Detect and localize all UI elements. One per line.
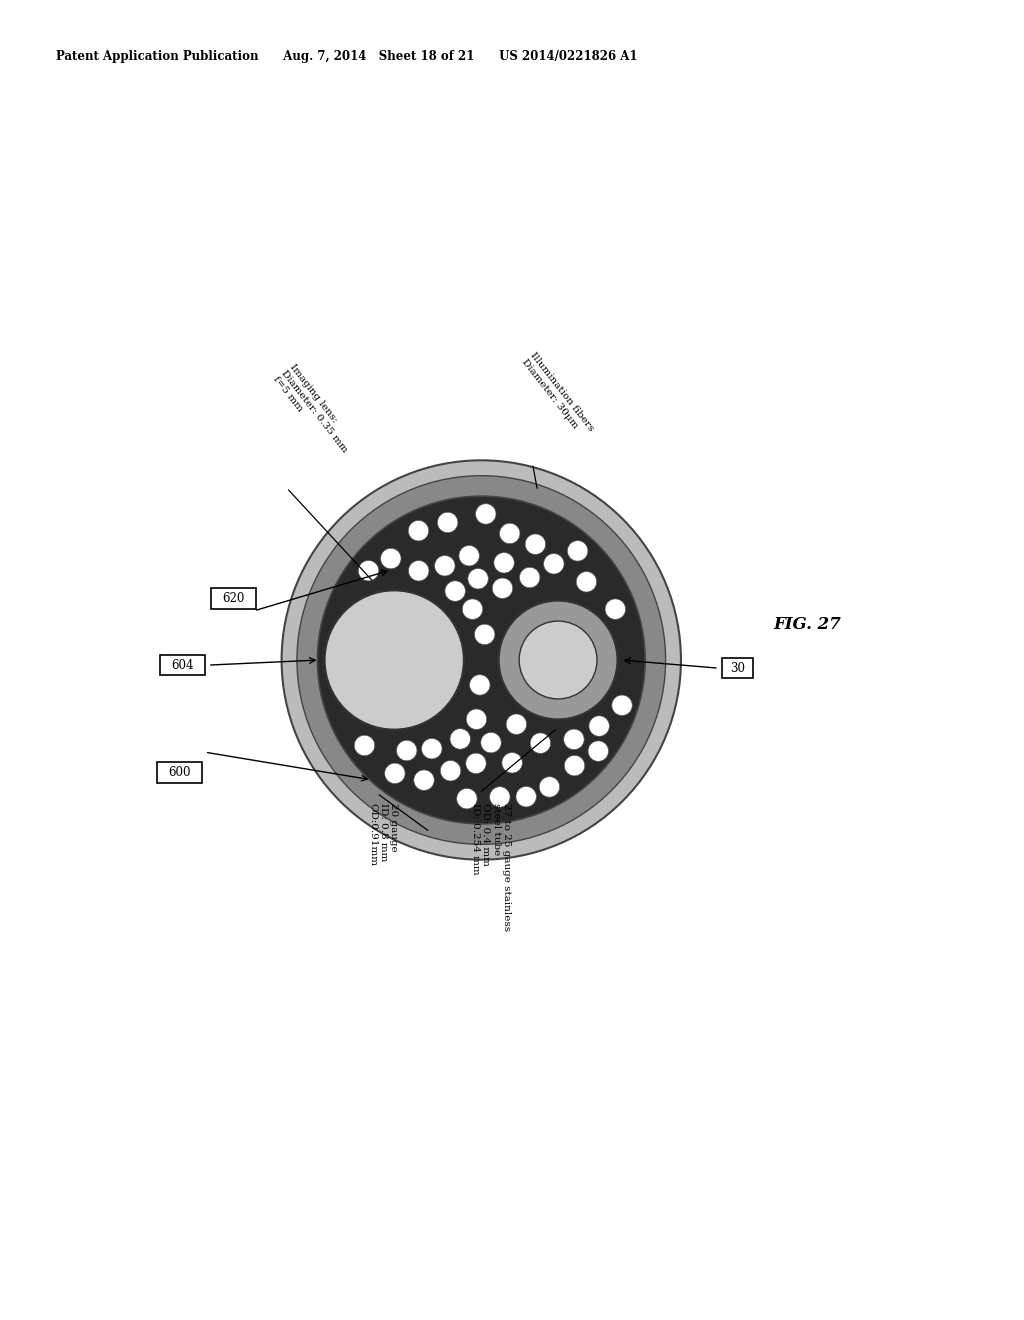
Circle shape <box>564 755 585 776</box>
Circle shape <box>493 578 513 598</box>
Circle shape <box>409 561 429 581</box>
Text: 30: 30 <box>730 661 744 675</box>
Circle shape <box>589 715 609 737</box>
Circle shape <box>502 752 522 774</box>
Circle shape <box>466 754 486 774</box>
Circle shape <box>605 599 626 619</box>
Circle shape <box>500 523 520 544</box>
Text: 620: 620 <box>222 593 245 605</box>
Circle shape <box>470 675 490 696</box>
Circle shape <box>440 760 461 781</box>
Circle shape <box>459 545 479 566</box>
Text: FIG. 27: FIG. 27 <box>773 615 841 632</box>
Circle shape <box>385 763 406 784</box>
Circle shape <box>475 504 496 524</box>
Circle shape <box>434 556 455 576</box>
Text: Illumination fibers
Diameter: 30μm: Illumination fibers Diameter: 30μm <box>520 351 595 440</box>
Text: 604: 604 <box>171 659 194 672</box>
Circle shape <box>577 572 597 593</box>
Circle shape <box>462 599 482 619</box>
Circle shape <box>519 622 597 698</box>
Text: Imaging lens:
Diameter: 0.35 mm
f=5 mm: Imaging lens: Diameter: 0.35 mm f=5 mm <box>271 362 357 461</box>
Circle shape <box>540 776 560 797</box>
Circle shape <box>489 787 510 807</box>
Circle shape <box>516 787 537 807</box>
Bar <box>157 763 202 783</box>
Circle shape <box>519 568 540 587</box>
Text: Patent Application Publication      Aug. 7, 2014   Sheet 18 of 21      US 2014/0: Patent Application Publication Aug. 7, 2… <box>56 50 638 63</box>
Text: 20 gauge
ID: 0.8 mm
OD:0.91mm: 20 gauge ID: 0.8 mm OD:0.91mm <box>369 804 398 866</box>
Circle shape <box>437 512 458 533</box>
Text: 600: 600 <box>168 766 190 779</box>
Circle shape <box>494 553 514 573</box>
Circle shape <box>450 729 470 750</box>
Circle shape <box>468 569 488 589</box>
Circle shape <box>358 561 379 581</box>
Circle shape <box>466 709 486 730</box>
Circle shape <box>563 729 584 750</box>
Circle shape <box>409 520 429 541</box>
Circle shape <box>381 548 401 569</box>
Bar <box>211 589 256 609</box>
Circle shape <box>588 741 608 762</box>
Circle shape <box>444 581 465 602</box>
Circle shape <box>544 553 564 574</box>
Circle shape <box>499 601 617 719</box>
Circle shape <box>530 733 551 754</box>
Circle shape <box>414 770 434 791</box>
Circle shape <box>354 735 375 756</box>
Circle shape <box>611 696 632 715</box>
Circle shape <box>474 624 495 644</box>
Bar <box>722 657 753 678</box>
Bar <box>160 655 205 676</box>
Circle shape <box>457 788 477 809</box>
Circle shape <box>325 590 464 730</box>
Circle shape <box>317 496 645 824</box>
Circle shape <box>282 461 681 859</box>
Circle shape <box>396 741 417 760</box>
Circle shape <box>525 535 546 554</box>
Circle shape <box>422 738 442 759</box>
Circle shape <box>480 733 501 752</box>
Text: 27 to 25 gauge stainless
steel tube
OD: 0.4 mm
ID: 0.254 mm: 27 to 25 gauge stainless steel tube OD: … <box>471 804 511 932</box>
Circle shape <box>567 541 588 561</box>
Circle shape <box>506 714 526 734</box>
Circle shape <box>297 475 666 845</box>
